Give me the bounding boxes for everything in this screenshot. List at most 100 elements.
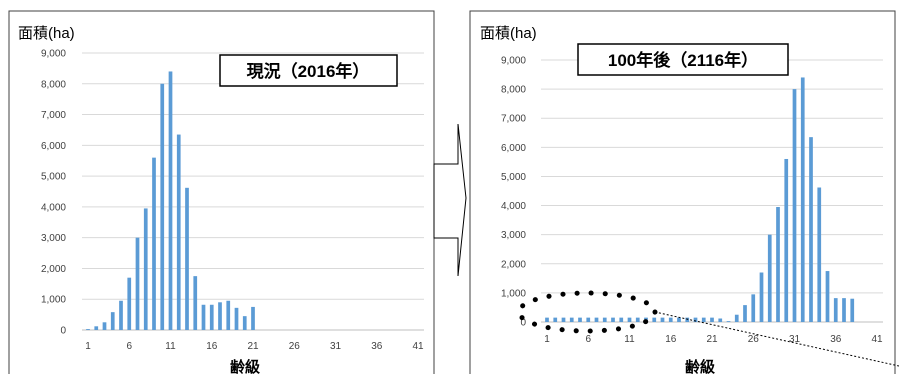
y-tick-label: 0 [60,326,66,337]
bar-future-37 [842,298,846,322]
bar-future-24 [734,314,739,322]
bar-future-33 [809,137,813,322]
bar-future-7 [594,317,599,322]
bar-future-26 [751,294,756,322]
plot-area-current: 0 1,000 2,000 3,000 4,000 5,000 6,000 7,000 8,00… [41,49,424,352]
bar-current-17 [218,302,222,330]
y-tick-label: 1,000 [41,295,66,306]
bar-future-35 [825,271,830,322]
bar-future-15 [660,317,665,322]
y-tick-label: 4,000 [41,202,66,213]
bar-current-20 [242,316,247,330]
bar-current-5 [119,300,123,330]
bar-current-12 [176,134,181,330]
bar-current-19 [234,307,239,330]
y-tick-label: 9,000 [41,49,66,60]
y-tick-label: 6,000 [501,143,526,154]
y-tick-label: 3,000 [41,233,66,244]
bar-current-8 [143,208,148,330]
x-tick-label: 41 [412,341,424,352]
y-tick-label: 0 [520,318,526,329]
callout-box-current [219,54,398,87]
y-tick-label: 9,000 [501,56,526,67]
x-tick-label: 26 [289,341,301,352]
bar-current-13 [185,187,189,330]
y-tick-label: 6,000 [41,141,66,152]
y-tick-label: 2,000 [501,259,526,270]
bar-future-11 [627,317,632,322]
bar-current-6 [127,277,132,330]
bar-future-5 [578,317,582,322]
bar-current-3 [102,322,107,330]
bar-current-7 [135,237,140,330]
bar-current-2 [94,326,99,330]
bar-future-6 [586,317,591,322]
bar-current-18 [226,300,231,330]
bar-future-14 [652,317,657,322]
bar-future-31 [792,89,797,322]
x-tick-label: 11 [165,341,176,352]
bar-future-25 [743,305,747,322]
bar-future-17 [677,317,681,322]
x-tick-label: 1 [544,334,550,345]
y-tick-label: 8,000 [41,79,66,90]
callout-leader-line [654,311,899,367]
bar-future-32 [800,77,805,322]
bar-current-15 [201,304,206,330]
x-tick-label: 31 [330,341,342,352]
x-tick-label: 11 [624,334,635,345]
bar-future-28 [767,234,772,322]
y-tick-label: 5,000 [41,172,66,183]
bar-future-16 [668,317,673,322]
y-tick-label: 7,000 [501,114,526,125]
bar-current-4 [110,312,115,330]
bar-future-1 [545,317,549,322]
bar-future-4 [569,317,574,322]
bar-current-21 [251,306,255,330]
x-axis-label-current: 齢級 [230,358,260,374]
bar-current-11 [168,71,173,330]
bar-future-9 [611,317,615,322]
y-tick-label: 1,000 [501,288,526,299]
x-axis-label-future: 齢級 [685,358,715,374]
x-tick-label: 36 [371,341,383,352]
x-tick-label: 6 [126,341,132,352]
bar-future-27 [759,272,764,322]
callout-current: 現況（2016年） [247,61,370,81]
transition-arrow [433,123,467,277]
bar-future-34 [817,187,822,322]
y-tick-label: 8,000 [501,85,526,96]
x-tick-label: 16 [206,341,218,352]
bar-future-12 [635,317,640,322]
bar-current-16 [209,304,214,330]
x-tick-label: 41 [871,334,883,345]
y-unit-label-current: 面積(ha) [18,25,75,42]
bar-future-21 [710,317,714,322]
x-tick-label: 1 [85,341,91,352]
x-tick-label: 36 [830,334,842,345]
bar-future-23 [726,321,731,322]
y-tick-label: 7,000 [41,110,66,121]
bar-future-10 [619,317,624,322]
y-unit-label-future: 面積(ha) [480,25,537,42]
bar-future-18 [685,317,690,322]
bar-future-3 [561,317,566,322]
y-tick-label: 5,000 [501,172,526,183]
bar-future-30 [784,158,789,322]
callout-box-future [577,43,789,76]
plot-area-future: 0 1,000 2,000 3,000 4,000 5,000 6,000 7,000 8,00… [501,56,883,345]
y-tick-label: 3,000 [501,230,526,241]
bar-current-9 [152,157,156,330]
bar-current-1 [86,329,90,330]
bar-future-22 [718,318,723,322]
y-tick-label: 2,000 [41,264,66,275]
x-tick-label: 21 [706,334,718,345]
bar-future-38 [850,298,855,322]
bar-future-29 [776,207,780,322]
bar-current-14 [193,276,198,330]
x-tick-label: 6 [585,334,591,345]
bar-future-8 [602,317,607,322]
bar-current-10 [160,83,165,331]
x-tick-label: 21 [247,341,259,352]
